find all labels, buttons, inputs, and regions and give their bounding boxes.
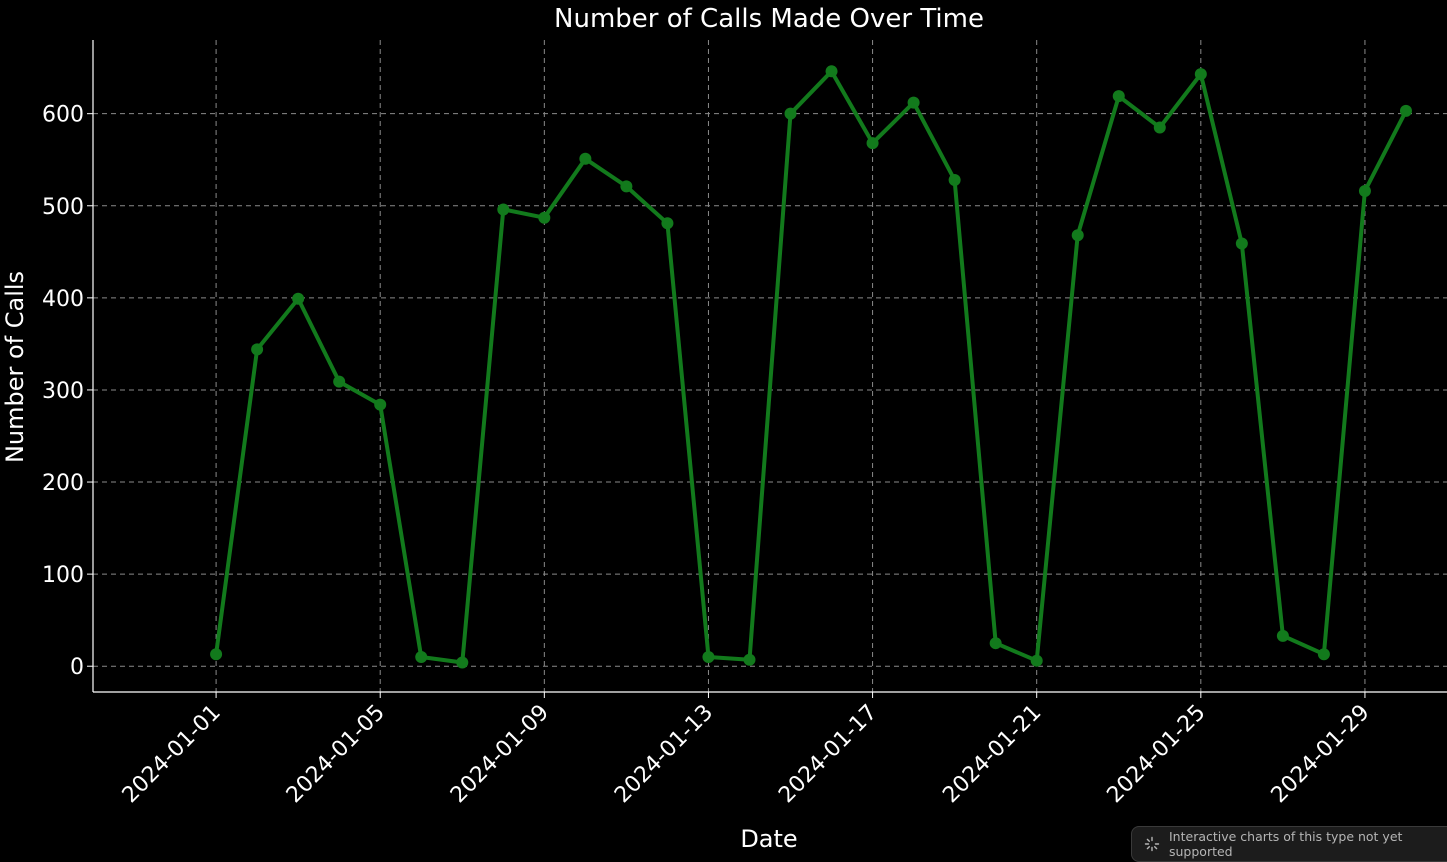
data-point [825,65,838,78]
data-point [1399,104,1412,117]
data-point [1112,90,1125,103]
data-point [620,180,633,193]
x-tick-label: 2024-01-29 [1267,700,1375,808]
unsupported-chart-notice: Interactive charts of this type not yet … [1131,826,1447,862]
data-point [989,637,1002,650]
data-point [1317,648,1330,661]
x-tick-label: 2024-01-17 [774,700,882,808]
x-tick-label: 2024-01-01 [118,700,226,808]
data-point [661,217,674,230]
y-tick-label: 600 [42,103,84,128]
data-point [784,107,797,120]
data-point [743,653,756,666]
sparkle-icon [1144,836,1160,852]
data-point [948,173,961,186]
data-point [1276,629,1289,642]
x-tick-label: 2024-01-13 [610,700,718,808]
series-line [214,69,1408,665]
data-point [1194,68,1207,81]
series-layer [210,65,1412,669]
data-point [415,651,428,664]
data-point [1235,237,1248,250]
data-point [374,398,387,411]
data-point [497,203,510,216]
data-point [456,656,469,669]
y-tick-label: 200 [42,471,84,496]
y-tick-label: 100 [42,563,84,588]
data-point [1071,229,1084,242]
data-point [1153,121,1166,134]
data-point [702,651,715,664]
data-point [292,292,305,305]
y-axis-label: Number of Calls [1,271,29,463]
y-tick-label: 400 [42,287,84,312]
y-tick-label: 500 [42,195,84,220]
x-tick-label: 2024-01-05 [282,700,390,808]
data-point [1030,654,1043,667]
data-point [251,343,264,356]
data-point [907,96,920,109]
axes [87,40,1447,698]
data-point [1358,185,1371,198]
x-axis-label: Date [740,825,797,853]
x-tick-label: 2024-01-09 [446,700,554,808]
chart-title: Number of Calls Made Over Time [554,4,984,34]
data-point [538,211,551,224]
data-point [579,152,592,165]
x-tick-label: 2024-01-21 [938,700,1046,808]
x-tick-label: 2024-01-25 [1102,700,1210,808]
data-point [210,648,223,661]
notice-text: Interactive charts of this type not yet … [1169,829,1403,859]
data-point [333,375,346,388]
y-tick-label: 300 [42,379,84,404]
y-tick-label: 0 [70,655,84,680]
data-point [866,137,879,150]
